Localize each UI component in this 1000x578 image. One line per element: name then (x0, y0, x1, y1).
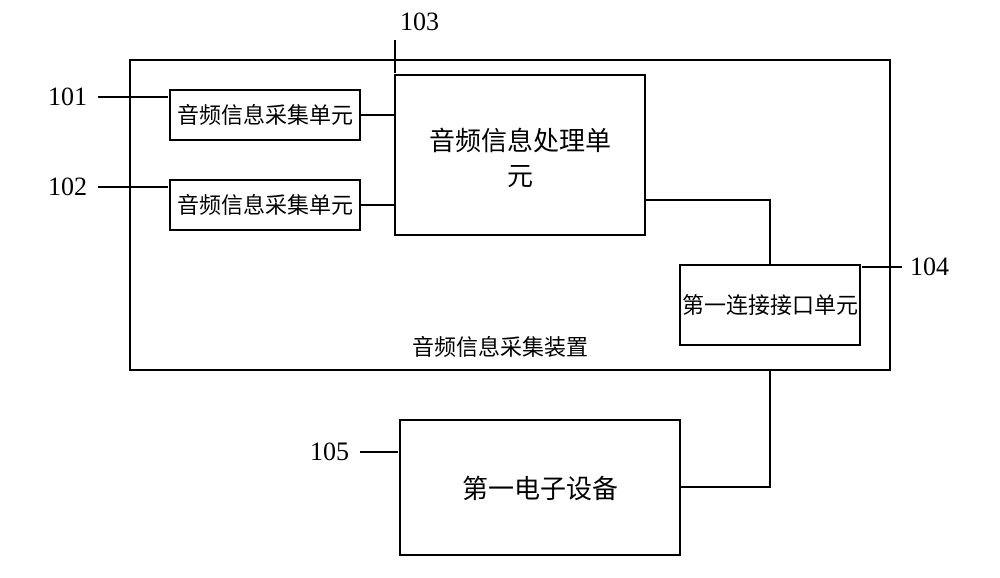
node-104-label: 第一连接接口单元 (682, 293, 858, 318)
node-105-number: 105 (310, 437, 349, 466)
node-103-label-line2: 元 (507, 162, 533, 191)
diagram-canvas: 音频信息采集装置 音频信息采集单元 101 音频信息采集单元 102 音频信息处… (0, 0, 1000, 578)
node-101-label: 音频信息采集单元 (177, 103, 353, 128)
node-105-label: 第一电子设备 (462, 475, 618, 504)
node-104-number: 104 (910, 252, 949, 281)
node-103-label-line1: 音频信息处理单 (429, 127, 611, 156)
node-103-number: 103 (400, 7, 439, 36)
edge-104-105 (680, 370, 770, 487)
container-label: 音频信息采集装置 (412, 335, 588, 360)
node-102-label: 音频信息采集单元 (177, 193, 353, 218)
node-101-number: 101 (48, 82, 87, 111)
node-102-number: 102 (48, 172, 87, 201)
